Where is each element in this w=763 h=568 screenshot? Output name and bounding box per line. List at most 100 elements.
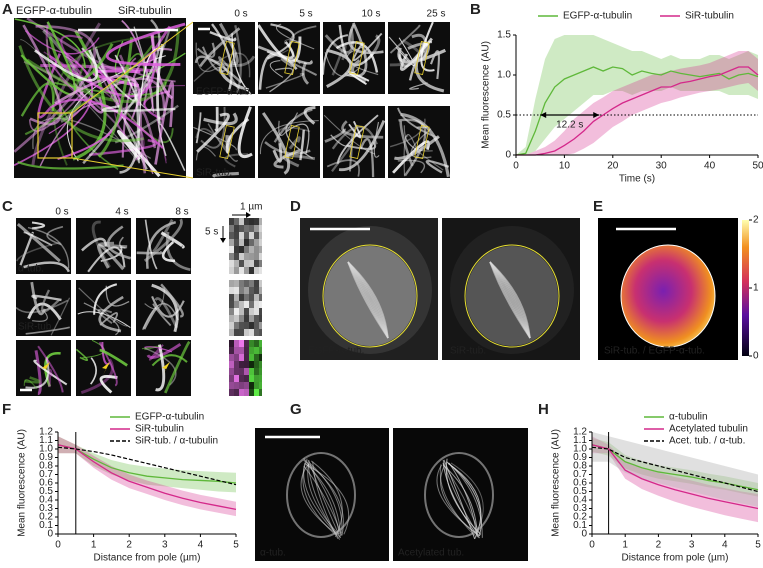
outline <box>322 244 418 348</box>
image-label: α-tub. <box>260 548 286 559</box>
series-line <box>591 444 759 491</box>
y-tick-label: 0.4 <box>573 495 587 506</box>
ratio-map <box>620 244 716 348</box>
kymo-pixel <box>234 329 239 336</box>
micrograph <box>193 106 255 178</box>
kymo-pixel <box>234 280 239 287</box>
x-axis-label: Distance from pole (µm) <box>94 553 201 564</box>
arrowhead <box>540 112 547 118</box>
zoom-line <box>71 157 194 179</box>
filament <box>326 48 353 88</box>
kymo-pixel <box>234 375 239 382</box>
filament <box>97 308 113 324</box>
kymo-pixel <box>244 301 249 308</box>
legend-label: EGFP-α-tubulin <box>563 11 632 22</box>
micrograph <box>16 340 71 396</box>
x-tick-label: 4 <box>722 540 728 551</box>
kymo-pixel <box>254 301 259 308</box>
error-band <box>58 436 236 493</box>
y-tick-label: 0.5 <box>497 110 511 121</box>
filament <box>146 343 182 359</box>
x-tick-label: 1 <box>622 540 628 551</box>
kymo-pixel <box>229 375 234 382</box>
filament <box>49 98 164 149</box>
kymo-pixel <box>249 347 254 354</box>
y-tick-label: 1.2 <box>573 427 587 438</box>
x-axis-label: Time (s) <box>619 174 655 185</box>
filament <box>160 231 185 249</box>
legend-label: SiR-tub. / α-tubulin <box>135 436 218 447</box>
kymo-pixel <box>239 382 244 389</box>
kymo-pixel <box>234 239 239 246</box>
kymo-pixel <box>259 389 262 396</box>
series-line <box>57 444 237 484</box>
kymo-pixel <box>259 368 262 375</box>
kymo-pixel <box>239 308 244 315</box>
kymo-pixel <box>259 375 262 382</box>
filament <box>121 19 155 113</box>
kymo-pixel <box>229 239 234 246</box>
fiber <box>311 460 343 538</box>
kymo-pixel <box>259 287 262 294</box>
filament <box>143 218 183 262</box>
micrograph <box>136 280 191 336</box>
y-axis-label: Mean fluorescence (AU) <box>481 41 492 149</box>
kymo-pixel <box>249 232 254 239</box>
filament <box>152 303 172 327</box>
filament <box>367 34 381 60</box>
micrograph <box>16 280 71 336</box>
y-tick-label: 0.3 <box>39 503 53 514</box>
filament <box>54 74 141 106</box>
filament <box>303 106 316 125</box>
filament <box>277 126 311 151</box>
filament <box>83 302 120 336</box>
kymograph <box>229 218 262 274</box>
filament <box>130 83 149 121</box>
kymo-pixel <box>244 308 249 315</box>
y-tick-label: 0.6 <box>573 478 587 489</box>
filament <box>398 49 425 68</box>
filament <box>78 287 129 327</box>
roi <box>414 41 430 75</box>
kymo-pixel <box>239 322 244 329</box>
y-tick-label: 1.0 <box>497 70 511 81</box>
filament <box>145 220 177 269</box>
kymo-pixel <box>234 218 239 225</box>
filament <box>27 226 70 269</box>
y-tick-label: 0.2 <box>39 512 53 523</box>
panel-letter: C <box>2 198 13 215</box>
arrowhead <box>593 112 600 118</box>
filament <box>388 36 411 62</box>
kymo-pixel <box>254 246 259 253</box>
kymo-pixel <box>249 368 254 375</box>
panel-letter: B <box>470 1 481 18</box>
kymo-pixel <box>229 218 234 225</box>
filament <box>207 123 239 162</box>
filament <box>151 295 185 318</box>
filament <box>288 136 301 150</box>
filament <box>99 56 120 107</box>
kymo-pixel <box>229 246 234 253</box>
filament <box>23 261 70 273</box>
y-tick-label: 0.5 <box>39 486 53 497</box>
kymo-pixel <box>259 239 262 246</box>
kymo-pixel <box>249 225 254 232</box>
filament <box>373 121 380 158</box>
filament <box>34 350 42 396</box>
panel-letter: D <box>290 198 301 215</box>
time-label: 5 s <box>299 9 312 20</box>
series-line <box>57 444 237 510</box>
filament <box>338 120 385 172</box>
fiber <box>440 465 476 534</box>
panel-letter: G <box>290 401 302 418</box>
kymo-pixel <box>244 225 249 232</box>
kymo-pixel <box>229 382 234 389</box>
error-band <box>58 436 236 517</box>
filament <box>389 118 426 148</box>
fiber <box>448 462 477 534</box>
filament <box>301 61 310 85</box>
x-tick-label: 40 <box>704 161 716 172</box>
kymo-pixel <box>254 287 259 294</box>
filament <box>218 22 239 66</box>
kymo-pixel <box>249 218 254 225</box>
